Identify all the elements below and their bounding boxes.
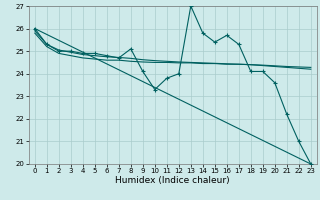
X-axis label: Humidex (Indice chaleur): Humidex (Indice chaleur)	[116, 176, 230, 185]
